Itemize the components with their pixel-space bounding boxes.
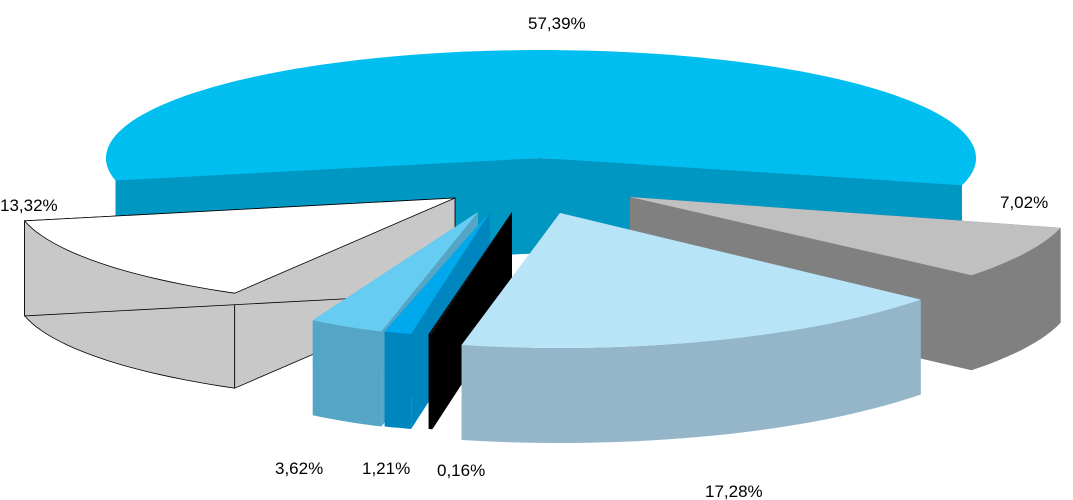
slice-top-4 — [384, 212, 490, 334]
slice-6 — [23, 197, 456, 389]
slice-2 — [461, 213, 921, 443]
slice-top-5 — [312, 212, 478, 332]
slice-label-1: 7,02% — [1000, 193, 1048, 212]
slices-layer — [23, 50, 1061, 443]
slice-3 — [428, 212, 512, 430]
slice-cut-3-1 — [428, 212, 512, 429]
slice-top-6 — [23, 197, 456, 294]
slice-label-0: 57,39% — [528, 14, 586, 33]
slice-cut-4-1 — [384, 212, 490, 427]
labels-layer: 57,39% 7,02% 17,28% 0,16% 1,21% 3,62% 13… — [0, 14, 1048, 500]
slice-top-1 — [630, 197, 1061, 276]
slice-label-4: 1,21% — [362, 459, 410, 478]
slice-label-2: 17,28% — [705, 482, 763, 500]
slice-top-3 — [428, 212, 512, 335]
slice-label-6: 13,32% — [0, 196, 58, 215]
slice-label-5: 3,62% — [275, 459, 323, 478]
slice-label-3: 0,16% — [437, 461, 485, 480]
slice-top-2 — [461, 213, 921, 348]
slice-top-0 — [106, 50, 976, 186]
